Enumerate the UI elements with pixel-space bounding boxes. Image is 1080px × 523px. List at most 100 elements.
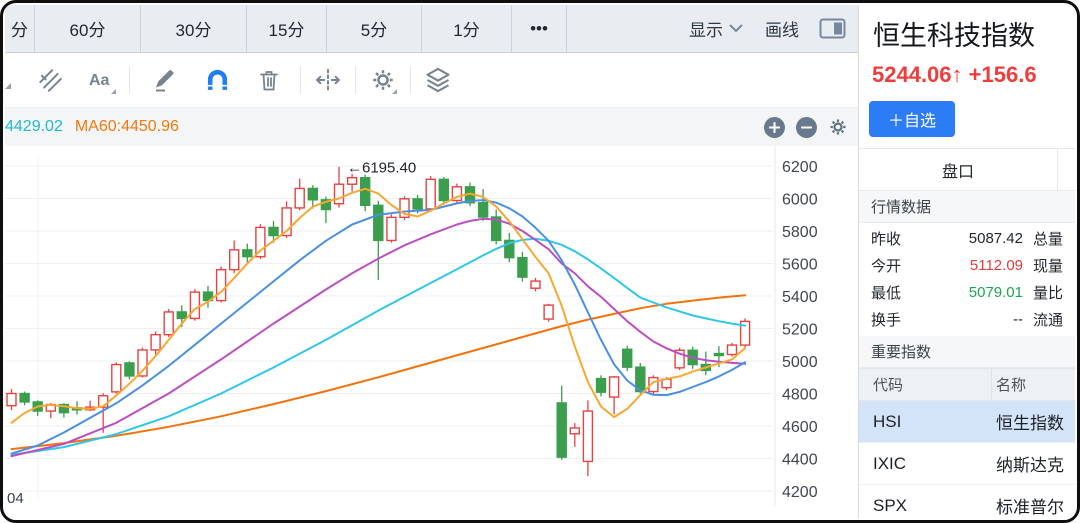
candle-body bbox=[6, 392, 17, 407]
magnet-icon[interactable] bbox=[200, 63, 234, 97]
index-table-header: 代码 名称 bbox=[859, 368, 1075, 401]
market-label-secondary: 现量 bbox=[1033, 258, 1064, 275]
panel-toggle-icon[interactable] bbox=[819, 18, 846, 39]
index-row-SPX[interactable]: SPX 标准普尔 bbox=[859, 485, 1075, 518]
text-tool-icon[interactable]: Aa bbox=[85, 63, 119, 97]
market-row-昨收: 昨收 5087.42 总量 bbox=[859, 225, 1075, 252]
candle-body bbox=[281, 207, 292, 237]
pencil-icon[interactable] bbox=[148, 63, 182, 97]
tab-period-15min[interactable]: 15分 bbox=[247, 5, 327, 52]
y-axis-label: 4800 bbox=[782, 387, 818, 404]
y-axis-label: 5000 bbox=[782, 354, 818, 371]
y-axis-label: 5800 bbox=[782, 224, 818, 241]
gear-icon[interactable] bbox=[366, 63, 400, 97]
partial-tool-icon[interactable] bbox=[5, 63, 19, 97]
candle-body bbox=[648, 376, 659, 393]
period-tabbar: 分 60分 30分 15分 5分 1分 ••• 显示 画线 bbox=[5, 5, 858, 53]
candle-body bbox=[635, 366, 646, 393]
candle-body bbox=[451, 186, 463, 202]
market-value: 5079.01 bbox=[968, 284, 1023, 301]
split-adjust-icon[interactable] bbox=[311, 63, 345, 97]
candle-body bbox=[412, 198, 423, 210]
candle-body bbox=[726, 344, 738, 356]
chevron-down-icon bbox=[729, 24, 743, 33]
tab-period-partial[interactable]: 分 bbox=[5, 5, 35, 52]
x-axis-label: 04 bbox=[7, 490, 24, 506]
y-axis-label: 6200 bbox=[782, 159, 818, 176]
candle-body bbox=[477, 202, 489, 218]
tabbar-tabs: 分 60分 30分 15分 5分 1分 ••• bbox=[5, 5, 567, 52]
candle-body bbox=[163, 311, 174, 336]
chart-column: 分 60分 30分 15分 5分 1分 ••• 显示 画线 Aa bbox=[5, 5, 858, 518]
candle-body bbox=[307, 187, 318, 201]
index-row-HSI[interactable]: HSI 恒生指数 bbox=[859, 401, 1075, 443]
tab-period-1min[interactable]: 1分 bbox=[422, 5, 512, 52]
candle-body bbox=[556, 402, 567, 458]
candle-body bbox=[346, 177, 358, 185]
candle-body bbox=[399, 198, 410, 219]
candle-body bbox=[530, 280, 541, 289]
market-label: 昨收 bbox=[871, 231, 902, 248]
market-label-secondary: 总量 bbox=[1033, 231, 1064, 248]
candle-body bbox=[569, 427, 580, 435]
display-label: 显示 bbox=[689, 21, 723, 40]
tab-pankou[interactable]: 盘口 bbox=[859, 149, 1058, 190]
market-label: 最低 bbox=[871, 285, 902, 302]
tab-period-60min[interactable]: 60分 bbox=[35, 5, 141, 52]
chart-settings-gear-icon[interactable] bbox=[828, 117, 848, 137]
market-row-今开: 今开 5112.09 现量 bbox=[859, 252, 1075, 279]
market-row-换手: 换手 -- 流通 bbox=[859, 306, 1075, 333]
y-axis-label: 4400 bbox=[782, 452, 818, 469]
tab-period-5min[interactable]: 5分 bbox=[327, 5, 422, 52]
index-code: IXIC bbox=[873, 453, 907, 473]
candle-body bbox=[595, 377, 607, 393]
market-label: 今开 bbox=[871, 258, 902, 275]
layers-icon[interactable] bbox=[421, 63, 455, 97]
candle-body bbox=[386, 216, 397, 242]
candle-body bbox=[124, 362, 135, 377]
index-row-IXIC[interactable]: IXIC 纳斯达克 bbox=[859, 443, 1075, 485]
zoom-out-icon[interactable] bbox=[796, 116, 817, 138]
candle-body bbox=[176, 311, 188, 320]
market-data-rows: 昨收 5087.42 总量 今开 5112.09 现量 最低 5079.01 量比 换手 -- 流通 bbox=[859, 223, 1075, 336]
candle-body bbox=[425, 178, 436, 210]
candle-body bbox=[255, 226, 266, 258]
pitchfork-icon[interactable] bbox=[33, 63, 67, 97]
zoom-in-icon[interactable] bbox=[764, 116, 785, 138]
candle-body bbox=[491, 216, 502, 242]
price-change: +156.6 bbox=[968, 62, 1037, 87]
tab-period-30min[interactable]: 30分 bbox=[141, 5, 247, 52]
high-price-annotation: ←6195.40 bbox=[347, 160, 416, 177]
name-column-header: 名称 bbox=[996, 377, 1027, 394]
tab-period-more[interactable]: ••• bbox=[512, 5, 567, 52]
candle-body bbox=[268, 226, 279, 237]
candle-body bbox=[294, 187, 305, 209]
candle-body bbox=[189, 291, 201, 320]
ma60-value: MA60:4450.96 bbox=[74, 118, 179, 135]
text-tool-glyph: Aa bbox=[89, 72, 110, 89]
add-watchlist-button[interactable]: ＋自选 bbox=[869, 101, 956, 137]
candle-body bbox=[150, 333, 161, 351]
draw-line-button[interactable]: 画线 bbox=[765, 16, 799, 41]
y-axis-label: 5200 bbox=[782, 322, 818, 339]
candlestick-chart[interactable]: 6200 6000 5800 5600 5400 5200 5000 4800 4600 4400… bbox=[5, 146, 858, 507]
candle-body bbox=[713, 352, 725, 357]
candle-body bbox=[58, 403, 70, 414]
trash-icon[interactable] bbox=[252, 63, 286, 97]
ma10-line bbox=[10, 199, 747, 455]
draw-line-label: 画线 bbox=[765, 21, 799, 40]
price-row: 5244.06↑ +156.6 bbox=[872, 62, 1075, 88]
market-value: 5112.09 bbox=[969, 257, 1023, 274]
y-axis-label: 5600 bbox=[782, 257, 818, 274]
pankou-tab-row: 盘口 bbox=[859, 148, 1075, 191]
candle-body bbox=[674, 349, 685, 369]
candle-body bbox=[215, 268, 227, 302]
display-menu[interactable]: 显示 bbox=[689, 16, 743, 41]
candle-body bbox=[739, 320, 751, 346]
candle-body bbox=[373, 204, 384, 242]
quote-panel: 恒生科技指数 5244.06↑ +156.6 ＋自选 盘口 行情数据 昨收 508… bbox=[858, 5, 1075, 518]
market-label-secondary: 流通 bbox=[1033, 312, 1064, 329]
drawing-toolbar: Aa bbox=[5, 53, 858, 108]
candle-body bbox=[111, 363, 122, 393]
